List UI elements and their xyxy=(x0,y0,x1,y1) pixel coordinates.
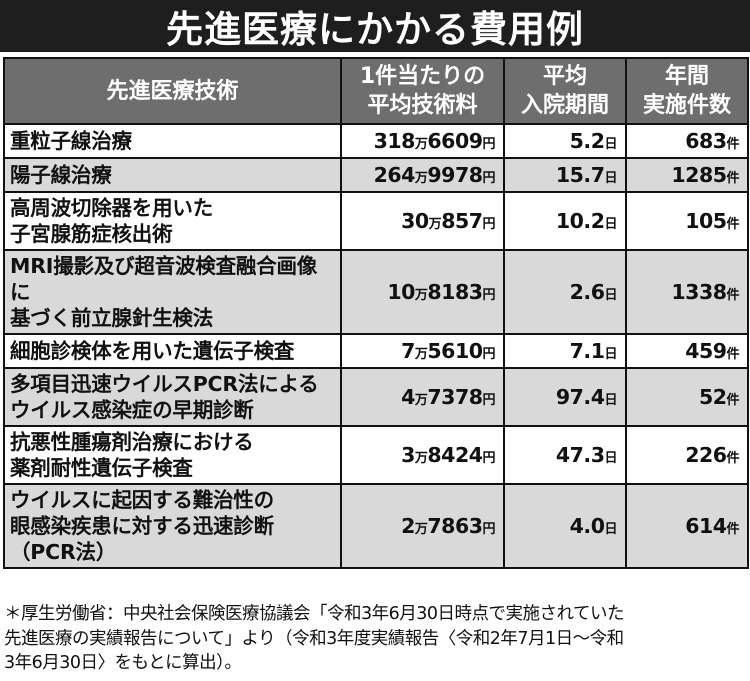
technology-name-cell: MRI撮影及び超音波検査融合画像に 基づく前立腺針生検法 xyxy=(3,249,342,335)
table-row: 細胞診検体を用いた遺伝子検査 7万5610円 7.1日 459件 xyxy=(3,333,749,369)
average-fee-cell: 264万9978円 xyxy=(340,157,505,193)
technology-name-cell: 細胞診検体を用いた遺伝子検査 xyxy=(3,333,342,369)
technology-name-cell: 陽子線治療 xyxy=(3,157,342,193)
table-row: 重粒子線治療 318万6609円 5.2日 683件 xyxy=(3,123,749,159)
average-fee-cell: 7万5610円 xyxy=(340,333,505,369)
average-fee-cell: 10万8183円 xyxy=(340,249,505,335)
technology-name-cell: 多項目迅速ウイルスPCR法による ウイルス感染症の早期診断 xyxy=(3,367,342,427)
average-stay-cell: 10.2日 xyxy=(503,191,627,251)
average-fee-cell: 2万7863円 xyxy=(340,483,505,569)
annual-count-cell: 459件 xyxy=(625,333,749,369)
average-stay-cell: 97.4日 xyxy=(503,367,627,427)
technology-name-cell: 高周波切除器を用いた 子宮腺筋症核出術 xyxy=(3,191,342,251)
annual-count-cell: 105件 xyxy=(625,191,749,251)
technology-name-cell: ウイルスに起因する難治性の 眼感染疾患に対する迅速診断 （PCR法） xyxy=(3,483,342,569)
cost-table: 先進医療技術 1件当たりの 平均技術料 平均 入院期間 年間 実施件数 重粒子線… xyxy=(3,57,749,569)
table-header-row: 先進医療技術 1件当たりの 平均技術料 平均 入院期間 年間 実施件数 xyxy=(3,57,749,125)
average-stay-cell: 15.7日 xyxy=(503,157,627,193)
average-stay-cell: 47.3日 xyxy=(503,425,627,485)
table-row: 抗悪性腫瘍剤治療における 薬剤耐性遺伝子検査 3万8424円 47.3日 226件 xyxy=(3,425,749,485)
average-stay-cell: 2.6日 xyxy=(503,249,627,335)
table-row: 陽子線治療 264万9978円 15.7日 1285件 xyxy=(3,157,749,193)
annual-count-cell: 614件 xyxy=(625,483,749,569)
annual-count-cell: 683件 xyxy=(625,123,749,159)
technology-name-cell: 重粒子線治療 xyxy=(3,123,342,159)
annual-count-cell: 1285件 xyxy=(625,157,749,193)
average-stay-cell: 7.1日 xyxy=(503,333,627,369)
header-technology: 先進医療技術 xyxy=(3,57,342,125)
table-row: 多項目迅速ウイルスPCR法による ウイルス感染症の早期診断 4万7378円 97.4日… xyxy=(3,367,749,427)
average-fee-cell: 3万8424円 xyxy=(340,425,505,485)
table-row: 高周波切除器を用いた 子宮腺筋症核出術 30万857円 10.2日 105件 xyxy=(3,191,749,251)
header-average-fee: 1件当たりの 平均技術料 xyxy=(340,57,505,125)
title-bar: 先進医療にかかる費用例 xyxy=(0,0,750,52)
table-row: MRI撮影及び超音波検査融合画像に 基づく前立腺針生検法 10万8183円 2.6日 1… xyxy=(3,249,749,335)
average-fee-cell: 4万7378円 xyxy=(340,367,505,427)
header-annual-count: 年間 実施件数 xyxy=(625,57,749,125)
average-fee-cell: 318万6609円 xyxy=(340,123,505,159)
annual-count-cell: 52件 xyxy=(625,367,749,427)
figure-title: 先進医療にかかる費用例 xyxy=(166,8,584,51)
source-footnote: ＊厚生労働省：中央社会保険医療協議会「令和3年6月30日時点で実施されていた 先… xyxy=(4,604,625,673)
header-average-stay: 平均 入院期間 xyxy=(503,57,627,125)
table-row: ウイルスに起因する難治性の 眼感染疾患に対する迅速診断 （PCR法） 2万7863円 4… xyxy=(3,483,749,569)
average-stay-cell: 5.2日 xyxy=(503,123,627,159)
average-fee-cell: 30万857円 xyxy=(340,191,505,251)
annual-count-cell: 1338件 xyxy=(625,249,749,335)
annual-count-cell: 226件 xyxy=(625,425,749,485)
technology-name-cell: 抗悪性腫瘍剤治療における 薬剤耐性遺伝子検査 xyxy=(3,425,342,485)
average-stay-cell: 4.0日 xyxy=(503,483,627,569)
